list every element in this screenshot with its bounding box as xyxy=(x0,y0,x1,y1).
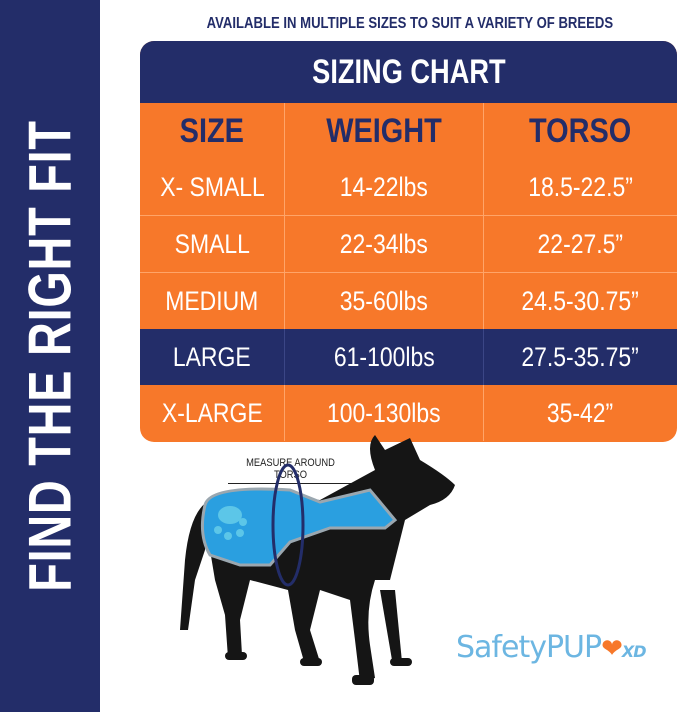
dog-photo xyxy=(180,435,455,685)
header-size: SIZE xyxy=(180,111,245,150)
torso-cell: 35-42” xyxy=(547,397,614,428)
torso-measure-ring xyxy=(271,463,305,587)
table-row: X-LARGE 100-130lbs 35-42” xyxy=(140,385,677,441)
dog-vest xyxy=(200,487,398,567)
size-cell: MEDIUM xyxy=(165,285,259,316)
size-cell: SMALL xyxy=(174,228,250,259)
subtitle: AVAILABLE IN MULTIPLE SIZES TO SUIT A VA… xyxy=(206,15,613,32)
torso-cell: 24.5-30.75” xyxy=(521,285,640,316)
torso-cell: 22-27.5” xyxy=(537,228,624,259)
chart-title: SIZING CHART xyxy=(311,52,506,91)
header-weight: WEIGHT xyxy=(326,111,442,150)
paw-print-icon xyxy=(214,506,247,540)
header-torso: TORSO xyxy=(529,111,632,150)
torso-cell: 18.5-22.5” xyxy=(528,171,633,202)
table-row: LARGE 61-100lbs 27.5-35.75” xyxy=(140,329,677,385)
weight-cell: 35-60lbs xyxy=(340,285,429,316)
size-cell: X- SMALL xyxy=(159,171,265,202)
side-banner-text: FIND THE RIGHT FIT xyxy=(16,120,84,592)
table-row: SMALL 22-34lbs 22-27.5” xyxy=(140,215,677,272)
size-cell: X-LARGE xyxy=(161,397,263,428)
weight-cell: 22-34lbs xyxy=(340,228,429,259)
safetypup-logo: SafetyPUP❤XD xyxy=(456,630,647,665)
header-row: SIZE WEIGHT TORSO xyxy=(140,103,677,159)
torso-cell: 27.5-35.75” xyxy=(521,341,640,372)
table-row: X- SMALL 14-22lbs 18.5-22.5” xyxy=(140,159,677,215)
heart-paw-icon: ❤ xyxy=(601,634,623,664)
size-cell: LARGE xyxy=(173,341,252,372)
weight-cell: 61-100lbs xyxy=(333,341,435,372)
sizing-chart: SIZING CHART SIZE WEIGHT TORSO X- SMALL 1… xyxy=(140,41,677,442)
table-row: MEDIUM 35-60lbs 24.5-30.75” xyxy=(140,272,677,329)
weight-cell: 14-22lbs xyxy=(340,171,429,202)
weight-cell: 100-130lbs xyxy=(327,397,441,428)
side-banner: FIND THE RIGHT FIT xyxy=(0,0,100,712)
